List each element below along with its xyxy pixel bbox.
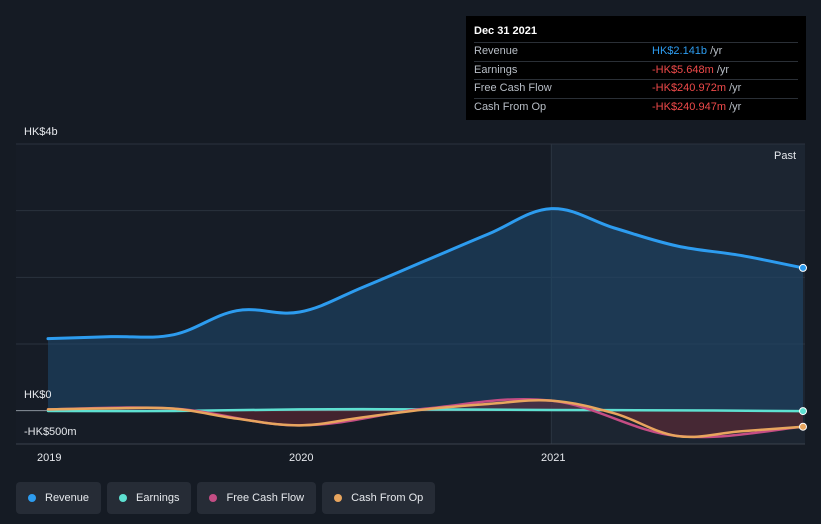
- tooltip-value: -HK$5.648m: [652, 63, 714, 76]
- chart-canvas: [16, 143, 807, 445]
- cash-from-op-endpoint: [799, 422, 807, 431]
- legend-label: Earnings: [136, 492, 180, 504]
- tooltip-value: -HK$240.972m: [652, 82, 726, 94]
- legend-dot-icon: [119, 494, 128, 502]
- fill-layer: [48, 208, 803, 437]
- chart-legend: Revenue Earnings Free Cash Flow Cash Fro…: [16, 482, 436, 514]
- revenue-endpoint: [799, 263, 807, 272]
- revenue-area: [48, 208, 803, 411]
- tooltip-label: Revenue: [474, 45, 519, 57]
- revenue-line: [46, 207, 805, 341]
- tooltip-value: HK$2.141b: [652, 45, 708, 57]
- x-tick-2020: 2020: [289, 452, 314, 464]
- endpoint-layer: [799, 263, 807, 431]
- series-layer: [46, 207, 805, 439]
- past-label: Past: [774, 150, 797, 162]
- tooltip-value: -HK$240.947m: [652, 100, 726, 113]
- legend-item-cash-from-op[interactable]: Cash From Op: [322, 482, 436, 514]
- legend-item-earnings[interactable]: Earnings: [107, 482, 192, 514]
- legend-item-free-cash-flow[interactable]: Free Cash Flow: [197, 482, 317, 514]
- y-axis-zero-label: HK$0: [24, 389, 52, 401]
- data-tooltip: Dec 31 2021 Revenue HK$2.141b /yr Earnin…: [466, 16, 806, 120]
- legend-label: Free Cash Flow: [226, 492, 305, 504]
- tooltip-unit: /yr: [716, 63, 730, 76]
- legend-dot-icon: [28, 494, 36, 502]
- legend-label: Cash From Op: [351, 492, 424, 504]
- x-tick-2021: 2021: [541, 452, 566, 464]
- tooltip-row-earnings: Earnings -HK$5.648m /yr: [474, 60, 798, 80]
- earnings-endpoint: [799, 407, 807, 416]
- legend-label: Revenue: [45, 492, 90, 504]
- cash-from-op-area: [48, 400, 803, 437]
- tooltip-row-free-cash-flow: Free Cash Flow -HK$240.972m /yr: [474, 79, 798, 98]
- tooltip-label: Cash From Op: [474, 100, 547, 113]
- tooltip-row-revenue: Revenue HK$2.141b /yr: [474, 42, 798, 61]
- x-tick-2019: 2019: [37, 452, 62, 464]
- tooltip-unit: /yr: [729, 82, 742, 94]
- legend-dot-icon: [334, 494, 343, 502]
- legend-item-revenue[interactable]: Revenue: [16, 482, 102, 514]
- tooltip-label: Earnings: [474, 63, 518, 76]
- tooltip-unit: /yr: [710, 45, 723, 57]
- tooltip-label: Free Cash Flow: [474, 82, 552, 94]
- legend-dot-icon: [209, 494, 218, 502]
- tooltip-row-cash-from-op: Cash From Op -HK$240.947m /yr: [474, 97, 798, 117]
- tooltip-unit: /yr: [729, 100, 742, 113]
- cash-from-op-line: [46, 399, 805, 439]
- y-axis-bottom-label: -HK$500m: [24, 426, 77, 438]
- tooltip-date: Dec 31 2021: [474, 25, 537, 37]
- y-axis-top-label: HK$4b: [24, 126, 58, 138]
